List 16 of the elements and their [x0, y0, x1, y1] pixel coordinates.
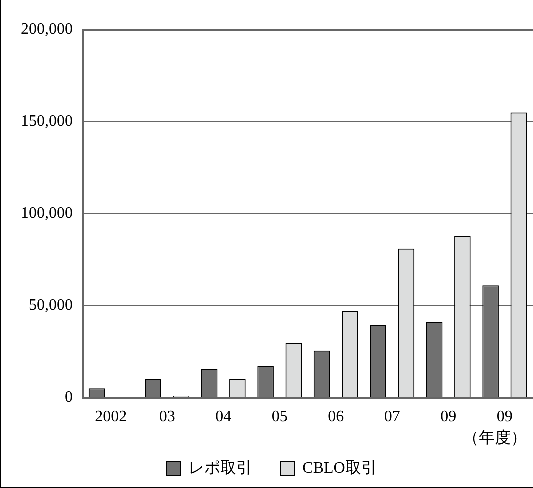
legend-label: レポ取引 [188, 460, 253, 478]
y-tick-label: 100,000 [21, 205, 73, 222]
y-tick-label: 150,000 [21, 113, 73, 130]
x-tick-label: 09 [496, 408, 513, 426]
x-tick-label: 04 [216, 408, 232, 426]
y-tick-label: 0 [65, 389, 73, 406]
text: （年度） [463, 428, 527, 449]
x-tick-label: 06 [328, 408, 344, 426]
x-tick-label: 09 [440, 408, 457, 426]
x-tick-label: 05 [272, 408, 288, 426]
y-tick-label: 200,000 [21, 21, 73, 38]
y-tick-label: 50,000 [29, 297, 73, 314]
x-tick-label: 03 [159, 408, 176, 426]
x-tick-label: 07 [384, 408, 400, 426]
legend-label: CBLO取引 [302, 460, 378, 478]
x-tick-label: 2002 [95, 408, 128, 426]
